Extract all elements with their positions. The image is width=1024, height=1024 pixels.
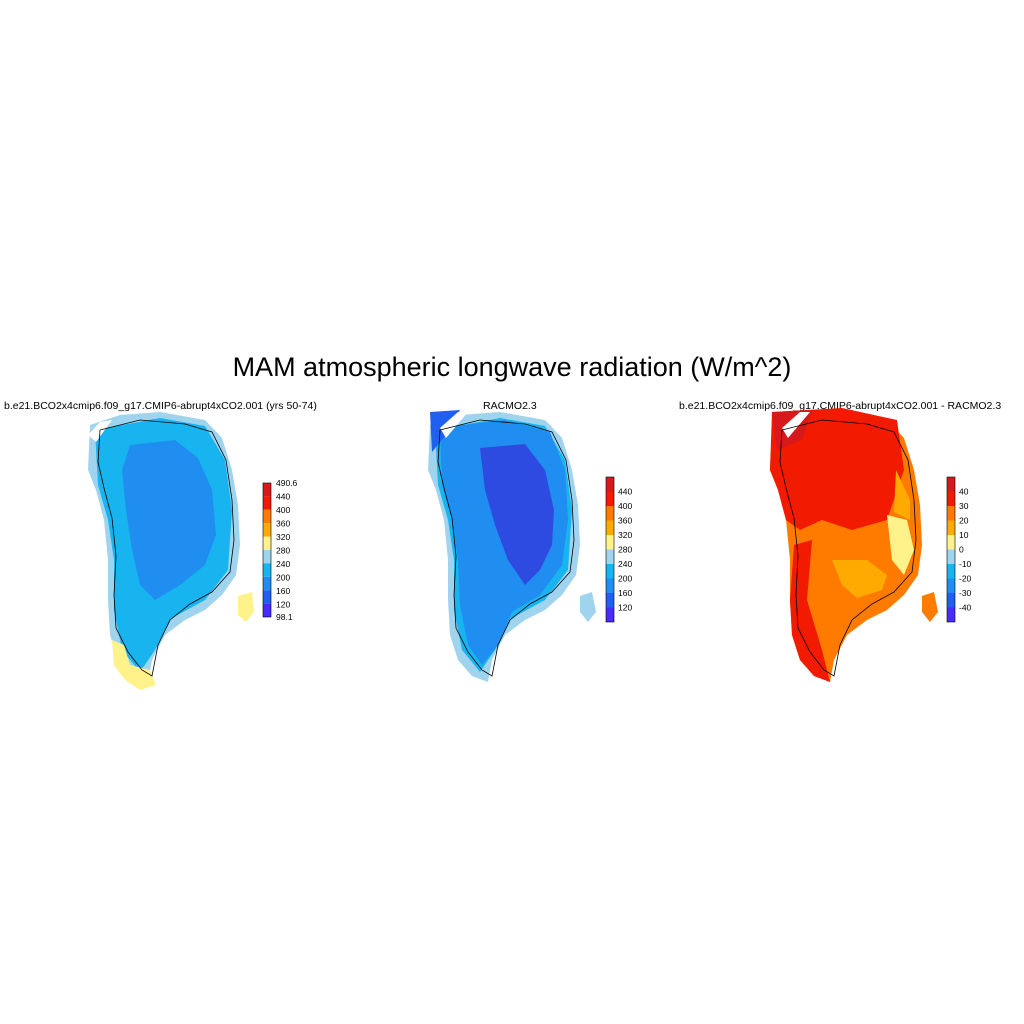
cb2-label-6: 200	[618, 574, 632, 584]
cb2-swatch-2	[606, 506, 614, 521]
cb3-label-4: 0	[959, 545, 964, 555]
panel-2-title: RACMO2.3	[483, 400, 537, 412]
cb3-label-3: 10	[959, 530, 969, 540]
panel-3-colorbar: 40 30 20 10 0 -10 -20 -30 -40	[946, 476, 972, 623]
panel-1-map: 490.6 440 400 360 320 280 240 200 160 12…	[88, 412, 298, 690]
cb3-label-5: -10	[959, 559, 972, 569]
cb2-swatch-0	[606, 477, 614, 492]
cb1-label-1: 440	[276, 492, 290, 502]
cb3-swatch-8	[947, 593, 955, 608]
cb2-swatch-9	[606, 607, 614, 622]
cb3-swatch-3	[947, 520, 955, 535]
cb3-swatch-7	[947, 578, 955, 593]
cb2-swatch-3	[606, 520, 614, 535]
cb1-label-4: 320	[276, 532, 290, 542]
cb1-swatch-8	[263, 590, 271, 604]
cb1-label-9: 120	[276, 600, 290, 610]
cb1-swatch-5	[263, 550, 271, 564]
cb1-swatch-4	[263, 536, 271, 550]
cb1-swatch-6	[263, 563, 271, 577]
cb1-label-7: 200	[276, 573, 290, 583]
cb2-label-5: 240	[618, 559, 632, 569]
cb3-label-2: 20	[959, 516, 969, 526]
cb3-swatch-5	[947, 549, 955, 564]
cb1-label-6: 240	[276, 559, 290, 569]
panel-1-colorbar: 490.6 440 400 360 320 280 240 200 160 12…	[262, 478, 298, 622]
panel-2-colorbar: 440 400 360 320 280 240 200 160 120	[605, 476, 632, 623]
cb2-swatch-5	[606, 549, 614, 564]
cb1-swatch-7	[263, 576, 271, 591]
cb1-label-0: 490.6	[276, 478, 298, 488]
cb2-swatch-7	[606, 578, 614, 593]
cb1-swatch-0	[263, 483, 271, 497]
panel-1-title: b.e21.BCO2x4cmip6.f09_g17.CMIP6-abrupt4x…	[4, 400, 317, 412]
cb2-label-7: 160	[618, 588, 632, 598]
cb2-swatch-8	[606, 593, 614, 608]
cb3-swatch-9	[947, 607, 955, 622]
cb2-swatch-4	[606, 535, 614, 550]
panel-2-map: 440 400 360 320 280 240 200 160 120	[428, 410, 632, 682]
cb3-swatch-6	[947, 564, 955, 579]
cb2-label-8: 120	[618, 603, 632, 613]
cb1-label-2: 400	[276, 505, 290, 515]
cb2-swatch-1	[606, 491, 614, 506]
cb2-label-2: 360	[618, 516, 632, 526]
cb1-label-10: 98.1	[276, 612, 293, 622]
cb2-label-3: 320	[618, 530, 632, 540]
cb1-swatch-1	[263, 496, 271, 510]
cb1-label-8: 160	[276, 586, 290, 596]
cb1-swatch-2	[263, 509, 271, 524]
cb2-label-1: 400	[618, 501, 632, 511]
cb1-swatch-3	[263, 523, 271, 537]
cb2-label-4: 280	[618, 545, 632, 555]
cb3-label-8: -40	[959, 603, 972, 613]
cb1-label-3: 360	[276, 519, 290, 529]
cb3-swatch-4	[947, 535, 955, 550]
panel-3-map: 40 30 20 10 0 -10 -20 -30 -40	[770, 408, 972, 682]
figure-title: MAM atmospheric longwave radiation (W/m^…	[232, 352, 792, 382]
cb2-swatch-6	[606, 564, 614, 579]
cb3-swatch-2	[947, 506, 955, 521]
cb3-label-0: 40	[959, 487, 969, 497]
cb3-swatch-0	[947, 477, 955, 492]
cb1-label-5: 280	[276, 546, 290, 556]
cb3-swatch-1	[947, 491, 955, 506]
cb3-label-6: -20	[959, 574, 972, 584]
cb3-label-1: 30	[959, 501, 969, 511]
cb3-label-7: -30	[959, 588, 972, 598]
cb2-label-0: 440	[618, 487, 632, 497]
panel-3-title: b.e21.BCO2x4cmip6.f09_g17.CMIP6-abrupt4x…	[679, 400, 1002, 412]
cb1-swatch-9	[263, 603, 271, 617]
